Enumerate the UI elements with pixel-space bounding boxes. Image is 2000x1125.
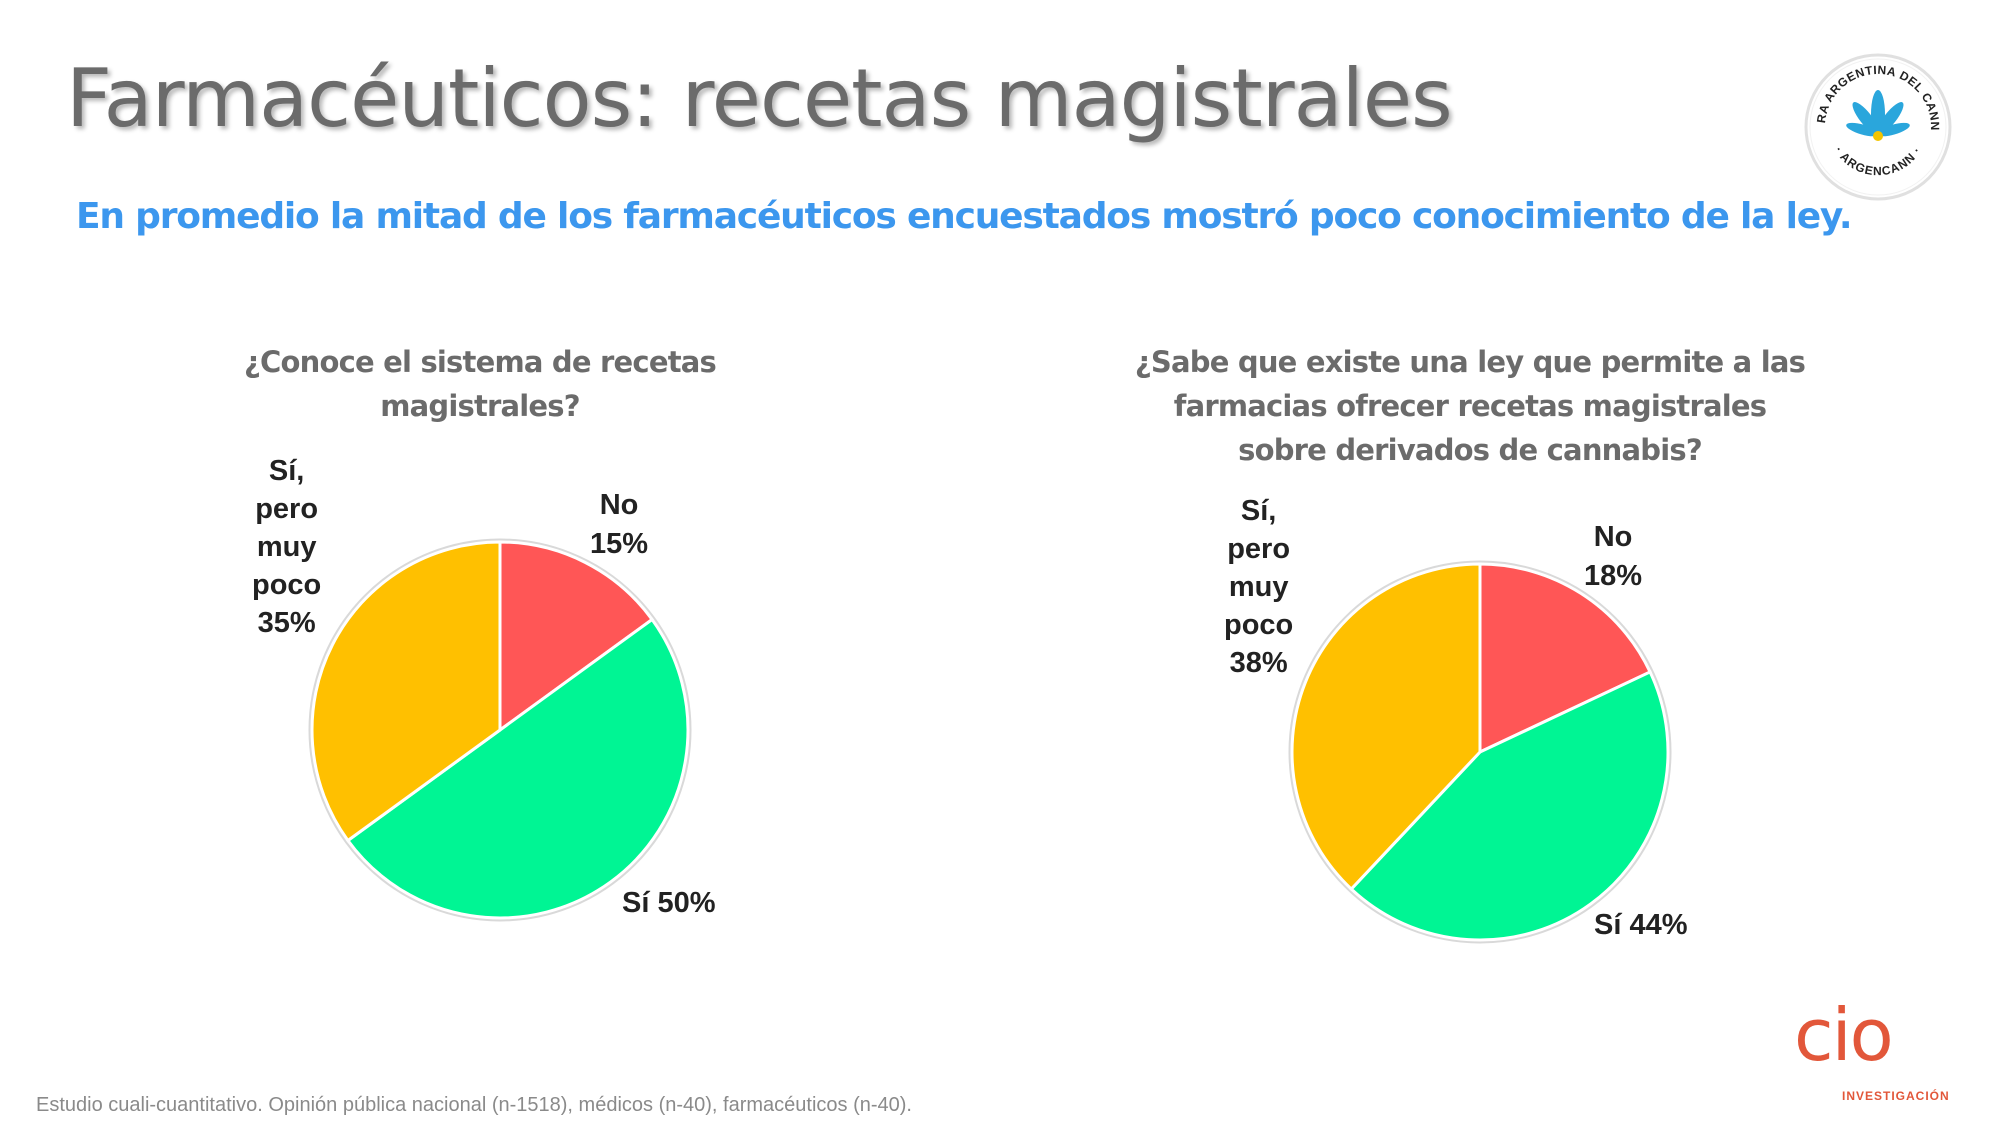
- chart2-title-line1: ¿Sabe que existe una ley que permite a l…: [1134, 345, 1806, 379]
- chart1-label-poco-value: 35%: [257, 607, 316, 639]
- cio-logo-subtitle: INVESTIGACIÓN: [1842, 1089, 1950, 1103]
- footnote: Estudio cuali-cuantitativo. Opinión públ…: [36, 1094, 912, 1116]
- pie-1-slice-poco: [310, 540, 502, 843]
- chart2-label-poco-line1: Sí,: [1240, 495, 1277, 527]
- pie-2-slice-si: [1349, 669, 1670, 942]
- chart2-title: ¿Sabe que existe una ley que permite a l…: [1110, 340, 1830, 472]
- chart2-label-poco: Sí, pero muy poco 38%: [1224, 492, 1293, 682]
- chart2-label-poco-line3: muy: [1228, 571, 1289, 603]
- chart1-label-no-value: 15%: [590, 528, 649, 560]
- pie-chart-2: [1288, 560, 1672, 944]
- pie-2-slice-poco: [1290, 562, 1482, 892]
- pie-2-outline: [1288, 560, 1672, 944]
- chart1-label-poco-line2: pero: [255, 493, 319, 525]
- cio-logo-text: cio: [1794, 993, 1894, 1077]
- chart1-label-no-name: No: [599, 489, 639, 521]
- chart1-label-si-name: Sí: [622, 887, 650, 919]
- chart1-label-poco-line1: Sí,: [268, 455, 305, 487]
- chart1-label-no: No 15%: [590, 486, 648, 564]
- chart2-label-no: No 18%: [1584, 518, 1642, 596]
- pie-1-slice-si: [345, 617, 690, 920]
- pie-2-slice-no: [1478, 562, 1653, 755]
- chart2-label-si: Sí 44%: [1594, 906, 1688, 945]
- chart1-label-poco: Sí, pero muy poco 35%: [252, 452, 321, 642]
- pie-1-outline: [308, 538, 692, 922]
- chart2-label-poco-value: 38%: [1229, 647, 1288, 679]
- pie-1-slice-no: [498, 540, 655, 733]
- chart2-label-poco-line4: poco: [1224, 609, 1294, 641]
- chart1-title: ¿Conoce el sistema de recetas magistrale…: [160, 340, 800, 428]
- chart2-label-poco-line2: pero: [1227, 533, 1291, 565]
- chart1-label-poco-line3: muy: [256, 531, 317, 563]
- chart2-title-line2: farmacias ofrecer recetas magistrales: [1173, 389, 1767, 423]
- cannabis-leaf-icon: [1846, 90, 1910, 141]
- chart2-label-no-name: No: [1593, 521, 1633, 553]
- chart2-label-no-value: 18%: [1584, 560, 1643, 592]
- cio-logo: cio INVESTIGACIÓN: [1794, 993, 1974, 1105]
- slide-title: Farmacéuticos: recetas magistrales: [66, 52, 1453, 145]
- chart1-label-si: Sí 50%: [622, 884, 716, 923]
- pie-chart-1: [308, 538, 692, 922]
- chart2-label-si-value: 44%: [1629, 909, 1688, 941]
- chart1-title-line: ¿Conoce el sistema de recetas magistrale…: [244, 345, 717, 423]
- argencann-logo: CAMARA ARGENTINA DEL CANNABIS · ARGENCAN…: [1803, 52, 1952, 201]
- chart2-label-si-name: Sí: [1594, 909, 1622, 941]
- slide-subtitle: En promedio la mitad de los farmacéutico…: [76, 196, 1853, 237]
- chart1-label-poco-line4: poco: [252, 569, 322, 601]
- chart1-label-si-value: 50%: [657, 887, 716, 919]
- chart2-title-line3: sobre derivados de cannabis?: [1238, 433, 1703, 467]
